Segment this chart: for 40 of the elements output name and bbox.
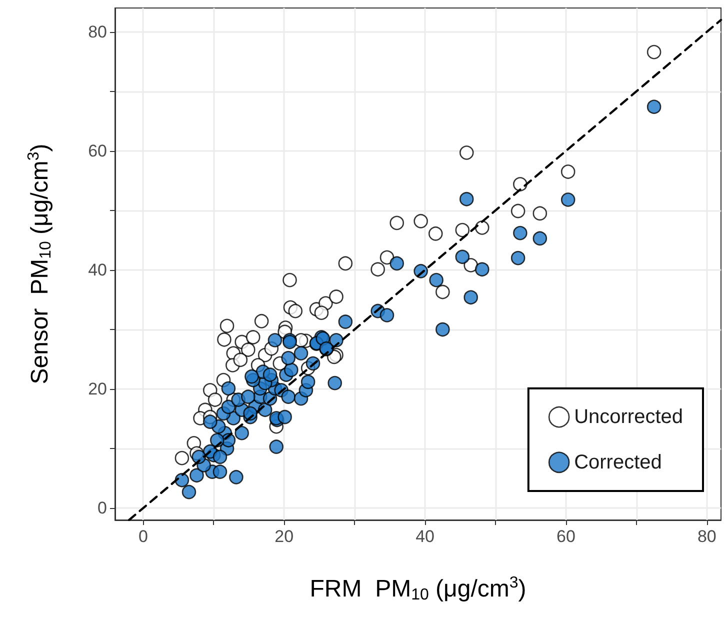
legend-label: Uncorrected (574, 406, 683, 428)
point (174, 450, 190, 466)
point (513, 177, 528, 192)
x-tick-label: 80 (697, 527, 716, 546)
point (380, 250, 394, 265)
x-tick-label: 0 (138, 527, 148, 546)
y-axis-title: Sensor PM10 (μg/cm3) (26, 144, 54, 384)
point (436, 284, 450, 300)
y-tick-label: 40 (88, 260, 107, 280)
point (314, 306, 329, 320)
point (459, 146, 474, 160)
point (220, 318, 234, 334)
legend-label: Corrected (574, 451, 662, 474)
point (390, 216, 404, 230)
y-tick-label: 20 (88, 380, 107, 399)
x-tick-label: 40 (416, 527, 435, 546)
y-tick-label: 60 (88, 141, 107, 160)
point (217, 332, 232, 347)
point (474, 220, 490, 235)
point (246, 330, 260, 344)
point (532, 206, 548, 221)
point (288, 304, 303, 318)
point (510, 204, 526, 218)
point (370, 262, 385, 277)
point (233, 352, 248, 367)
x-tick-label: 20 (274, 527, 294, 546)
y-tick-label: 0 (98, 498, 107, 518)
point (428, 226, 443, 241)
point (254, 314, 269, 328)
y-tick-label: 80 (88, 22, 107, 42)
point (646, 44, 662, 60)
point (282, 272, 297, 288)
point (241, 342, 256, 357)
x-tick-label: 60 (556, 527, 576, 546)
point (455, 222, 470, 238)
point (338, 256, 353, 271)
point (560, 164, 576, 179)
point (329, 290, 344, 304)
point (208, 392, 222, 407)
point (414, 214, 428, 228)
